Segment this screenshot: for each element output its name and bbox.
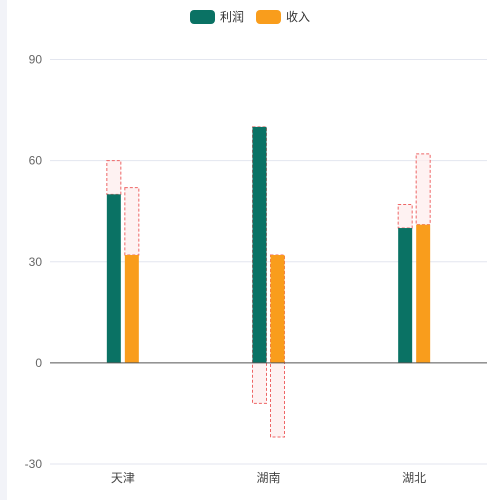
range-boxes [106, 126, 431, 438]
range-box-revenue [124, 187, 140, 256]
bar-profit [106, 194, 121, 363]
legend-item-revenue[interactable]: 收入 [256, 8, 310, 25]
y-tick-label: -30 [25, 457, 43, 471]
bar-revenue [270, 255, 285, 363]
grid-lines [50, 59, 487, 465]
range-box-profit [106, 160, 122, 195]
bar-revenue [124, 255, 139, 363]
y-tick-label: 30 [29, 255, 43, 269]
y-tick-label: 0 [35, 356, 42, 370]
chart-legend: 利润 收入 [0, 8, 500, 25]
bar-profit [398, 228, 413, 363]
bars [106, 126, 431, 363]
range-box-profit [397, 203, 413, 229]
legend-swatch-revenue [256, 9, 281, 24]
x-category-label: 湖北 [402, 470, 426, 485]
bar-revenue [416, 224, 431, 363]
x-axis-labels: 天津 湖南 湖北 [111, 470, 426, 485]
range-box-revenue [415, 153, 431, 226]
bar-profit [252, 126, 267, 363]
legend-swatch-profit [189, 9, 215, 24]
legend-label-revenue: 收入 [286, 10, 311, 24]
y-axis-ticks: 90 60 30 0 -30 [25, 53, 43, 472]
y-tick-label: 90 [29, 53, 43, 67]
x-category-label: 湖南 [256, 470, 280, 485]
legend-label-profit: 利润 [219, 10, 244, 24]
x-category-label: 天津 [111, 471, 135, 485]
legend-item-profit[interactable]: 利润 [189, 8, 244, 25]
y-tick-label: 60 [29, 154, 43, 168]
